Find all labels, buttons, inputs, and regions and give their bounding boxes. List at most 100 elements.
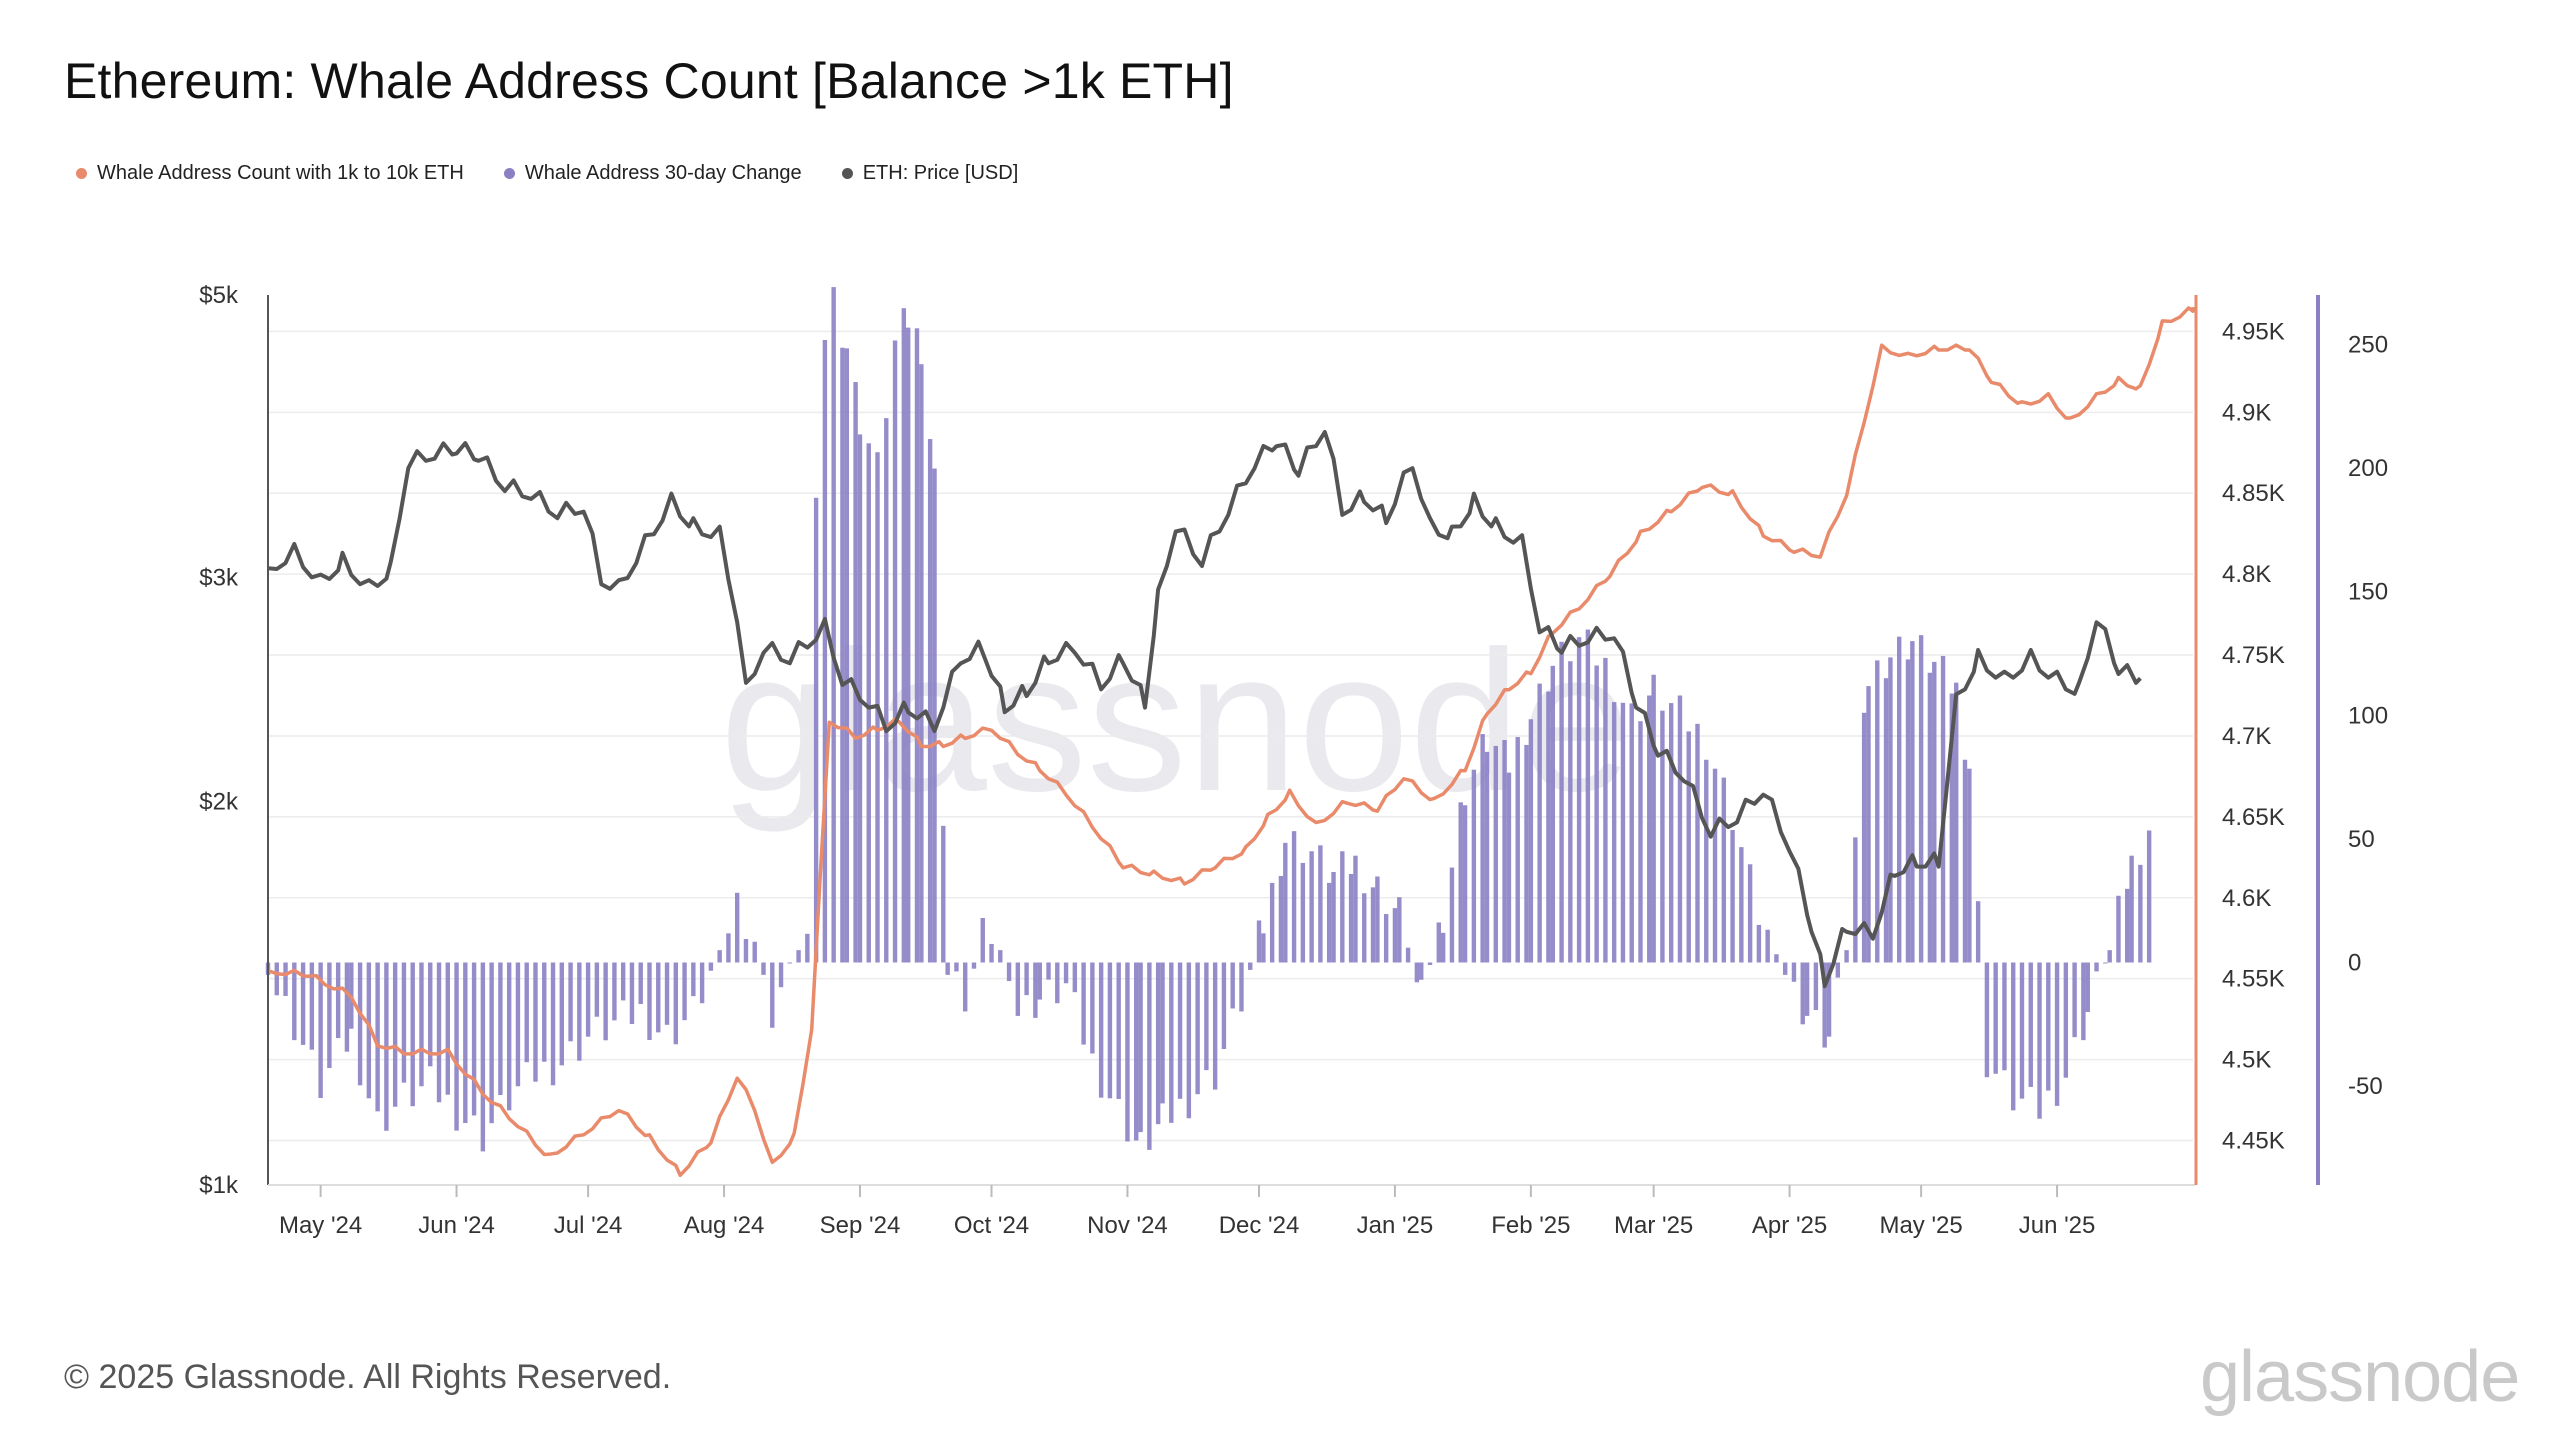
change-bar xyxy=(691,962,696,997)
legend: Whale Address Count with 1k to 10k ETH W… xyxy=(76,162,1018,185)
change-bar xyxy=(945,962,950,975)
change-tick-label: 0 xyxy=(2348,950,2361,977)
change-bar xyxy=(1861,712,1867,963)
change-bar xyxy=(1458,802,1463,963)
change-bar xyxy=(1651,674,1656,963)
change-bar xyxy=(1300,862,1306,963)
change-bar xyxy=(1383,914,1389,963)
change-bar xyxy=(717,950,722,963)
change-bar xyxy=(1024,962,1029,996)
change-bar xyxy=(1440,932,1446,963)
change-bar xyxy=(401,962,407,1083)
change-bar xyxy=(1910,641,1915,963)
change-bar xyxy=(778,962,784,988)
count-tick-label: 4.95K xyxy=(2222,318,2285,345)
change-bar xyxy=(384,962,389,1131)
change-bar xyxy=(463,962,468,1124)
change-bar xyxy=(1256,920,1262,963)
change-bar xyxy=(2103,962,2108,964)
change-bar xyxy=(1125,962,1130,1142)
change-bar xyxy=(734,892,740,963)
change-bar xyxy=(594,962,600,1017)
change-bar xyxy=(471,962,477,1116)
change-bar xyxy=(1414,962,1420,983)
change-bar xyxy=(1835,962,1841,978)
change-bar xyxy=(1611,702,1617,963)
change-bar xyxy=(743,939,749,963)
change-bar xyxy=(1765,929,1770,963)
change-bar xyxy=(1594,665,1599,963)
change-bar xyxy=(1392,908,1398,963)
change-bar xyxy=(1730,829,1735,963)
change-bar xyxy=(2116,895,2121,963)
x-tick-label: Jul '24 xyxy=(554,1212,623,1239)
change-bar xyxy=(1774,954,1779,963)
count-tick-label: 4.7K xyxy=(2222,723,2271,750)
change-bar xyxy=(1147,962,1152,1150)
legend-item-30d-change[interactable]: Whale Address 30-day Change xyxy=(503,162,802,185)
change-bar xyxy=(309,962,315,1050)
change-bar xyxy=(1362,893,1367,963)
count-tick-label: 4.9K xyxy=(2222,399,2271,426)
change-bar xyxy=(1480,734,1485,963)
change-bar xyxy=(1055,962,1060,1004)
change-bar xyxy=(998,950,1003,963)
x-tick-label: May '24 xyxy=(279,1212,362,1239)
change-bar xyxy=(1248,962,1253,970)
change-bar xyxy=(292,962,297,1041)
change-bar xyxy=(2107,950,2112,963)
change-bar xyxy=(577,962,582,1061)
legend-item-eth-price[interactable]: ETH: Price [USD] xyxy=(841,162,1018,185)
change-bar xyxy=(1063,962,1069,984)
legend-dot-eth-price-icon xyxy=(841,168,853,179)
change-bar xyxy=(1647,695,1652,963)
change-tick-label: 250 xyxy=(2348,331,2388,358)
change-bar xyxy=(914,328,920,963)
change-bar xyxy=(506,962,512,1111)
change-bar xyxy=(1932,661,1937,963)
change-bar xyxy=(901,308,907,963)
change-bar xyxy=(1177,962,1183,1099)
change-bar xyxy=(927,439,933,963)
change-bar xyxy=(498,962,503,1096)
change-bar xyxy=(629,962,635,1024)
count-tick-label: 4.6K xyxy=(2222,885,2271,912)
change-bar xyxy=(1331,872,1336,963)
change-bar xyxy=(1888,657,1893,963)
change-bar xyxy=(1138,962,1143,1133)
change-bar xyxy=(542,962,547,1062)
legend-item-whale-count[interactable]: Whale Address Count with 1k to 10k ETH xyxy=(76,162,464,185)
x-tick-label: Mar '25 xyxy=(1614,1212,1693,1239)
change-bar xyxy=(1537,683,1542,963)
change-bar xyxy=(2037,962,2042,1119)
change-bar xyxy=(1015,962,1021,1016)
x-tick-label: Aug '24 xyxy=(684,1212,765,1239)
change-bar xyxy=(1370,887,1376,963)
change-bar xyxy=(620,962,626,1001)
change-bar xyxy=(2094,962,2099,972)
change-tick-label: 150 xyxy=(2348,579,2388,606)
change-bar xyxy=(1261,933,1266,963)
change-bar xyxy=(1962,759,1968,963)
change-bar xyxy=(805,933,810,963)
change-bar xyxy=(647,962,652,1040)
change-bar xyxy=(1550,665,1555,963)
change-bar xyxy=(335,962,341,1039)
copyright-text: © 2025 Glassnode. All Rights Reserved. xyxy=(64,1358,672,1396)
change-bar xyxy=(853,382,858,963)
x-tick-label: Jun '25 xyxy=(2019,1212,2096,1239)
change-bar xyxy=(1493,745,1498,963)
x-tick-label: Sep '24 xyxy=(820,1212,901,1239)
change-bar xyxy=(1318,845,1323,963)
change-bar xyxy=(1524,744,1529,963)
change-bar xyxy=(612,962,617,1021)
change-bar xyxy=(1375,876,1380,963)
change-bar xyxy=(1291,831,1297,963)
change-bar xyxy=(1471,769,1477,963)
change-bar xyxy=(1954,682,1959,963)
change-bar xyxy=(1169,962,1174,1123)
change-bar xyxy=(2002,962,2007,1071)
change-bar xyxy=(1397,897,1402,963)
change-tick-label: 200 xyxy=(2348,455,2388,482)
